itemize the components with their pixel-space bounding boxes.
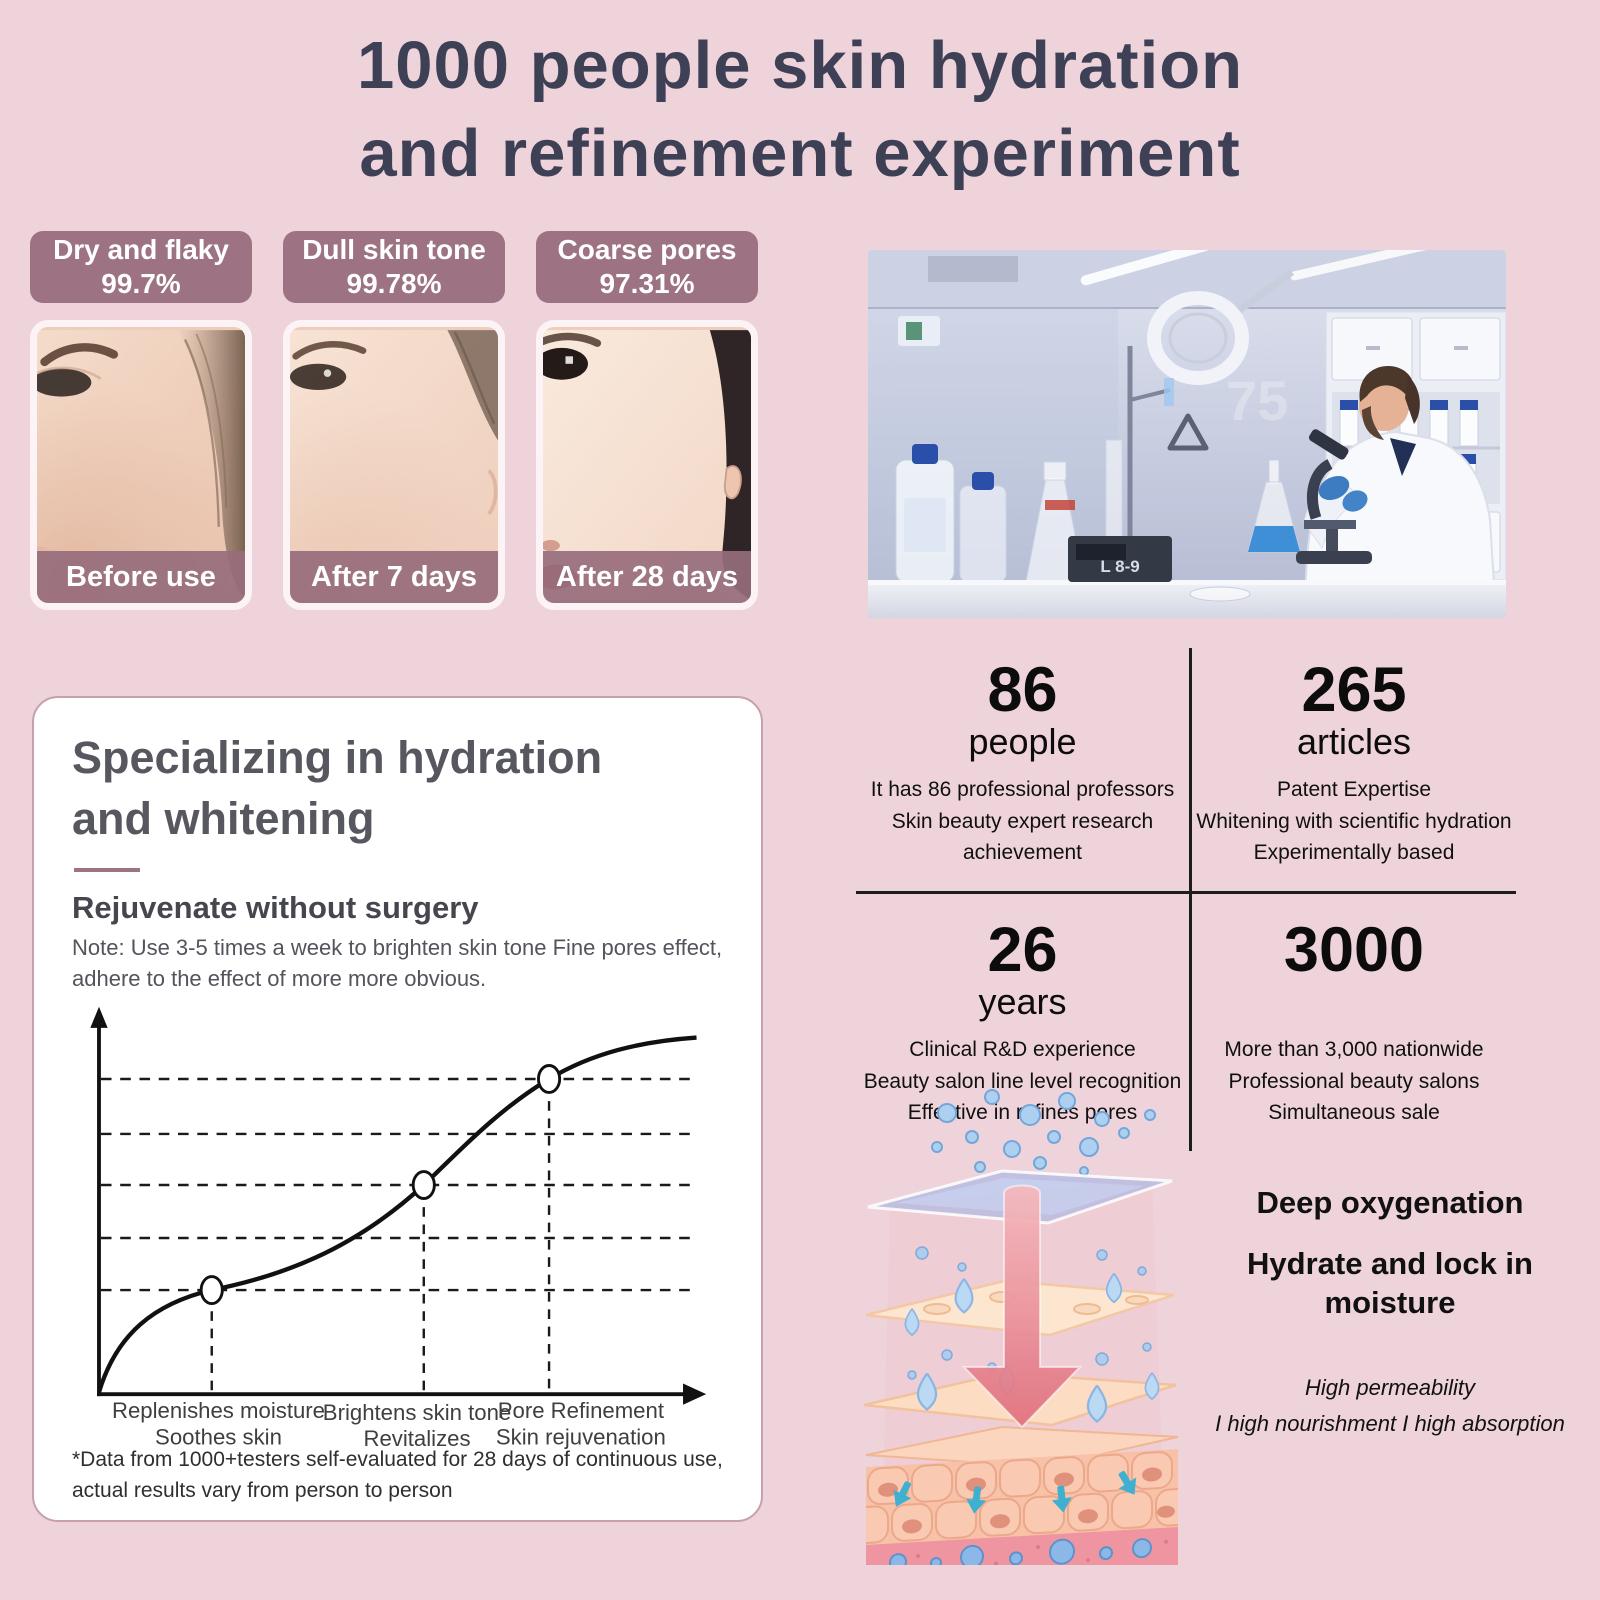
deep-bubbles: [889, 1538, 1152, 1572]
lab-bench: [868, 580, 1506, 618]
badge-label: Dry and flaky: [53, 234, 229, 265]
stat-unit: [1196, 982, 1512, 1024]
stats-grid: 86 people It has 86 professional profess…: [856, 648, 1516, 1151]
skin-cross-section-diagram: [852, 1075, 1187, 1583]
glassware: [895, 439, 1123, 583]
card-footnote: *Data from 1000+testers self-evaluated f…: [72, 1448, 723, 1502]
x-axis-arrow: [683, 1383, 707, 1406]
stat-unit: people: [968, 721, 1077, 763]
blue-liquid-flask: [1247, 459, 1301, 553]
benefit-permeability: High permeability: [1305, 1374, 1475, 1400]
magnifier-lamp: [1147, 269, 1295, 385]
photo-caption: Before use: [37, 551, 245, 603]
stat-articles: 265 articles Patent Expertise Whitening …: [1192, 648, 1516, 894]
benefits-text: Deep oxygenation Hydrate and lock in moi…: [1190, 1185, 1590, 1437]
penetration-arrow: [961, 1184, 1083, 1429]
gridlines: [100, 1078, 691, 1292]
card-heading: Specializing in hydration and whitening: [72, 732, 603, 844]
badge-value: 97.31%: [599, 268, 695, 299]
page-title: 1000 people skin hydration and refinemen…: [0, 22, 1600, 199]
benefit-hydrate-lock: Hydrate and lock in moisture: [1247, 1246, 1533, 1320]
heading-underline: [74, 867, 140, 872]
photo-caption: After 28 days: [543, 551, 751, 603]
stage-labels: Replenishes moisture Soothes skin Bright…: [112, 1399, 666, 1452]
stat-number: 265: [1301, 655, 1407, 725]
stage-1-label: Replenishes moisture: [112, 1399, 325, 1424]
effect-curve: [96, 1035, 697, 1394]
stat-lines: Patent Expertise Whitening with scientif…: [1196, 778, 1512, 865]
after-7-days-photo: After 7 days: [283, 320, 505, 610]
stat-unit: years: [978, 981, 1067, 1022]
stand-clamp: [1129, 388, 1171, 402]
badge-label: Dull skin tone: [302, 234, 486, 265]
before-use-photo: Before use: [30, 320, 252, 610]
svg-text:Revitalizes: Revitalizes: [363, 1426, 470, 1451]
bench-edge: [868, 580, 1506, 585]
badge-value: 99.7%: [101, 268, 181, 299]
benefit-deep-oxygenation: Deep oxygenation: [1256, 1185, 1524, 1220]
stat-salons: 3000 More than 3,000 nationwide Professi…: [1192, 894, 1516, 1151]
stat-number: 86: [987, 655, 1058, 725]
scientist-in-laboratory-illustration: 75: [868, 250, 1506, 618]
badge-coarse-pores: Coarse pores 97.31%: [536, 231, 758, 303]
card-note: Note: Use 3-5 times a week to brighten s…: [72, 934, 723, 992]
badge-dull-skin-tone: Dull skin tone 99.78%: [283, 231, 505, 303]
svg-text:Skin rejuvenation: Skin rejuvenation: [496, 1425, 666, 1450]
badge-label: Coarse pores: [557, 234, 737, 265]
stat-number: 3000: [1283, 914, 1425, 985]
stat-number: 26: [987, 914, 1058, 985]
stat-lines: It has 86 professional professors Skin b…: [870, 778, 1175, 865]
instrument-box: L 8-9: [1068, 536, 1172, 582]
test-tube: [1164, 378, 1174, 406]
stat-lines: Clinical R&D experience Beauty salon lin…: [863, 1038, 1182, 1124]
wall-number-text: 75: [1226, 369, 1288, 432]
stat-years: 26 years Clinical R&D experience Beauty …: [856, 893, 1192, 1151]
badge-value: 99.78%: [346, 268, 442, 299]
lab-photo: 75: [868, 250, 1506, 618]
warning-triangle-icon: [1167, 413, 1209, 451]
box-label-text: L 8-9: [1100, 557, 1139, 576]
scientist: [1296, 365, 1498, 618]
page-title-line2: and refinement experiment: [359, 116, 1241, 192]
svg-text:Soothes skin: Soothes skin: [155, 1425, 282, 1450]
stage-2-label: Brightens skin tone: [323, 1400, 511, 1425]
photo-caption: After 7 days: [290, 551, 498, 603]
axes: [97, 1024, 689, 1397]
badge-dry-and-flaky: Dry and flaky 99.7%: [30, 231, 252, 303]
stat-lines: More than 3,000 nationwide Professional …: [1224, 1038, 1484, 1124]
line-chart: Replenishes moisture Soothes skin Bright…: [90, 1006, 707, 1452]
stage-3-label: Pore Refinement: [498, 1399, 664, 1424]
cell-block-front: [866, 1449, 1178, 1583]
absorbing-bubbles: [907, 1246, 1152, 1380]
page-title-line1: 1000 people skin hydration: [356, 28, 1244, 103]
benefit-nourishment-absorption: I high nourishment I high absorption: [1215, 1410, 1565, 1436]
after-28-days-photo: After 28 days: [536, 320, 758, 610]
card-subheading: Rejuvenate without surgery: [72, 889, 479, 925]
effect-curve-chart: Replenishes moisture Soothes skin Bright…: [72, 999, 733, 1457]
safety-goggles: [1189, 586, 1251, 602]
stat-people: 86 people It has 86 professional profess…: [856, 648, 1192, 894]
hydration-card: Specializing in hydration and whitening …: [32, 696, 763, 1522]
milestone-markers: [199, 1064, 562, 1306]
skin-layers-illustration: [863, 1089, 1179, 1583]
y-axis-arrow: [90, 1006, 108, 1029]
stat-unit: articles: [1296, 721, 1412, 763]
water-bubbles: [931, 1089, 1156, 1176]
